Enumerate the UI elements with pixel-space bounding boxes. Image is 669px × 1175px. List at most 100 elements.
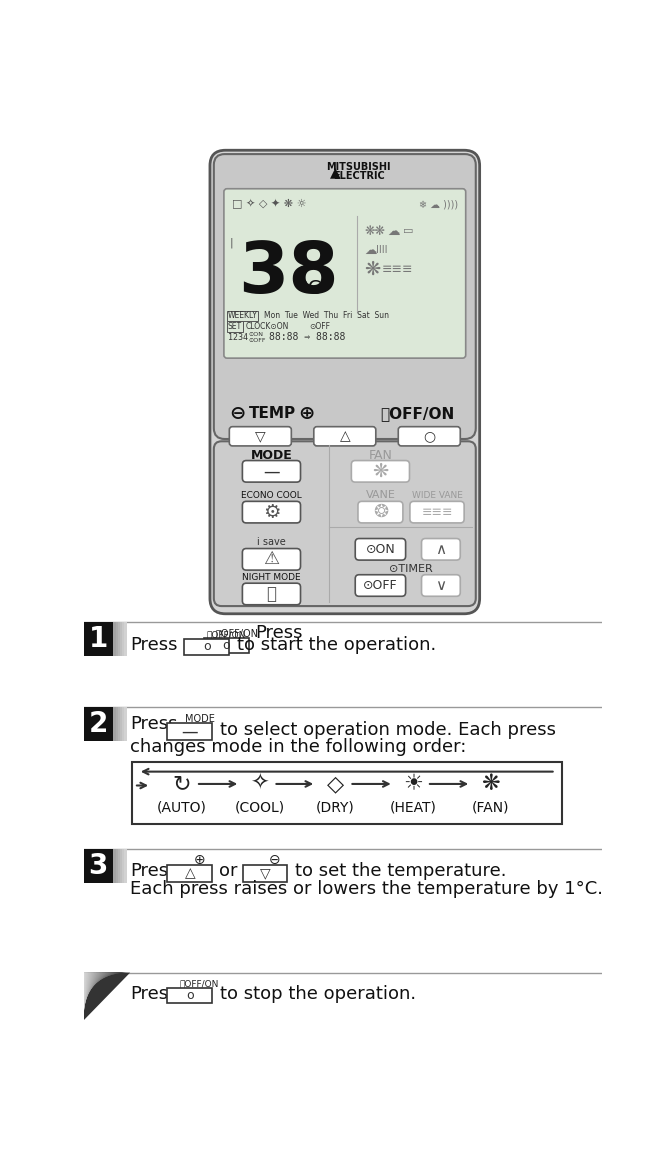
Text: i save: i save	[257, 537, 286, 548]
Polygon shape	[84, 973, 94, 1008]
Text: ○: ○	[423, 429, 436, 443]
Text: ❋: ❋	[372, 462, 389, 481]
Polygon shape	[84, 973, 102, 1000]
Bar	[105, 850, 108, 884]
Text: (HEAT): (HEAT)	[389, 800, 436, 814]
Text: ECONO COOL: ECONO COOL	[241, 491, 302, 499]
Bar	[92, 850, 95, 884]
Polygon shape	[84, 973, 105, 998]
Polygon shape	[84, 973, 99, 1003]
Polygon shape	[84, 973, 121, 982]
Bar	[114, 707, 116, 740]
Text: ⊙TIMER: ⊙TIMER	[389, 564, 433, 575]
Bar	[86, 707, 89, 740]
FancyBboxPatch shape	[351, 461, 409, 482]
Bar	[118, 623, 120, 656]
Text: TEMP: TEMP	[248, 407, 296, 421]
Polygon shape	[84, 973, 108, 994]
Bar	[167, 988, 212, 1003]
Text: ⊙ON: ⊙ON	[365, 543, 395, 556]
Bar	[84, 707, 113, 740]
Polygon shape	[84, 973, 124, 979]
Text: ▽: ▽	[260, 866, 270, 880]
Bar	[105, 623, 108, 656]
Polygon shape	[84, 973, 92, 1012]
Text: ❂: ❂	[373, 503, 388, 522]
Text: ⏻OFF/ON: ⏻OFF/ON	[179, 979, 219, 988]
Text: ◇: ◇	[327, 774, 344, 794]
Polygon shape	[84, 973, 130, 1020]
Bar	[111, 707, 114, 740]
Bar	[103, 850, 106, 884]
Bar	[90, 850, 93, 884]
Text: to select operation mode. Each press: to select operation mode. Each press	[220, 721, 556, 739]
Text: SET: SET	[227, 322, 242, 331]
Polygon shape	[84, 973, 88, 1014]
Text: ❋: ❋	[481, 774, 500, 794]
Polygon shape	[84, 973, 110, 993]
FancyBboxPatch shape	[410, 502, 464, 523]
FancyBboxPatch shape	[214, 154, 476, 439]
Text: 1234: 1234	[227, 333, 248, 342]
Text: 88:88 ⇒ 88:88: 88:88 ⇒ 88:88	[269, 333, 345, 342]
Bar	[124, 623, 127, 656]
Text: —: —	[181, 723, 198, 740]
Text: ▽: ▽	[255, 429, 266, 443]
Bar	[107, 707, 110, 740]
Text: ≡≡≡: ≡≡≡	[421, 505, 453, 518]
Text: °C: °C	[298, 280, 322, 298]
Text: MODE: MODE	[251, 449, 292, 462]
FancyBboxPatch shape	[358, 502, 403, 523]
Bar	[90, 623, 93, 656]
Polygon shape	[84, 973, 113, 989]
Bar	[98, 850, 102, 884]
Text: ☁: ☁	[365, 244, 377, 257]
Polygon shape	[84, 973, 85, 1018]
Text: 2: 2	[89, 710, 108, 738]
FancyBboxPatch shape	[421, 538, 460, 560]
Text: ⊙OFF: ⊙OFF	[309, 322, 330, 331]
Text: ∨: ∨	[436, 578, 446, 593]
Bar	[124, 850, 127, 884]
Bar	[86, 850, 89, 884]
Text: 🌙: 🌙	[266, 585, 276, 603]
Text: 1: 1	[89, 625, 108, 653]
Polygon shape	[84, 973, 119, 983]
Text: 38: 38	[238, 239, 339, 308]
Text: WEEKLY: WEEKLY	[227, 311, 258, 321]
Polygon shape	[84, 973, 96, 1007]
Bar	[88, 623, 91, 656]
Bar	[114, 623, 116, 656]
Bar	[185, 639, 229, 654]
Text: ⊕: ⊕	[298, 404, 315, 423]
Bar	[105, 707, 108, 740]
Text: to start the operation.: to start the operation.	[237, 637, 436, 654]
Text: ⊖: ⊖	[229, 404, 246, 423]
Bar	[94, 623, 97, 656]
Bar	[96, 850, 99, 884]
Text: ☁: ☁	[388, 224, 400, 237]
Text: ⏻OFF/ON: ⏻OFF/ON	[207, 630, 246, 639]
Text: ✧: ✧	[250, 774, 269, 794]
FancyBboxPatch shape	[242, 583, 300, 605]
Text: ▭: ▭	[403, 226, 414, 236]
Text: △: △	[339, 429, 350, 443]
Text: MITSUBISHI: MITSUBISHI	[326, 162, 391, 173]
Text: Press: Press	[130, 862, 178, 880]
Text: ⊖: ⊖	[268, 853, 280, 867]
Bar	[84, 850, 86, 884]
Bar	[109, 707, 112, 740]
Bar	[118, 850, 120, 884]
Bar	[132, 763, 562, 824]
Text: MODE: MODE	[185, 713, 215, 724]
Text: ∧: ∧	[436, 542, 446, 557]
Bar	[94, 850, 97, 884]
FancyBboxPatch shape	[210, 150, 480, 613]
Text: o: o	[203, 640, 211, 653]
Bar	[111, 850, 114, 884]
Text: △: △	[185, 866, 195, 880]
Text: Each press raises or lowers the temperature by 1°C.: Each press raises or lowers the temperat…	[130, 880, 603, 899]
Bar	[124, 707, 127, 740]
Polygon shape	[84, 973, 107, 995]
Bar	[84, 623, 126, 656]
